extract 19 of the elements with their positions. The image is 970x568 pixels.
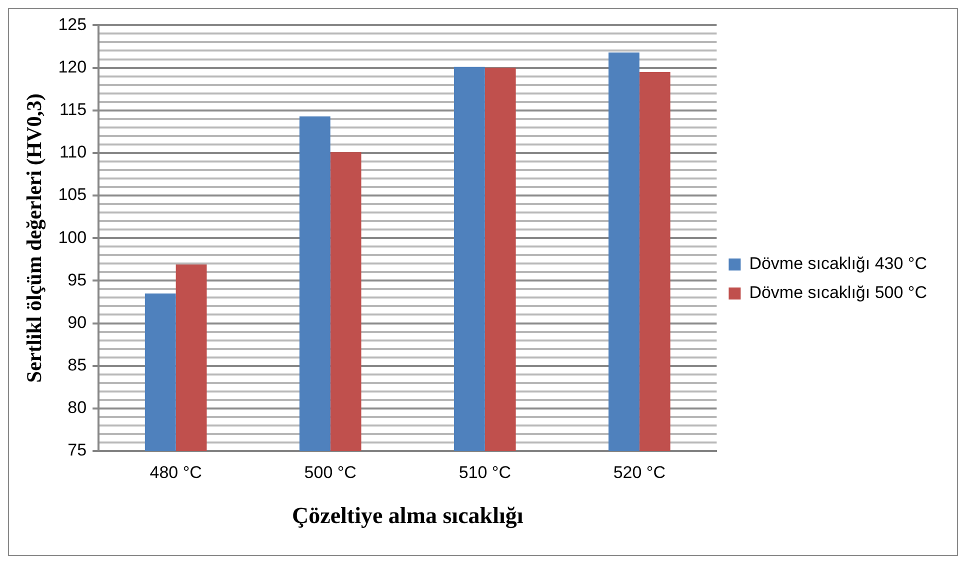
legend-label: Dövme sıcaklığı 500 °C — [749, 283, 927, 302]
x-axis-title: Çözeltiye alma sıcaklığı — [292, 503, 524, 530]
y-tick-label: 115 — [59, 100, 87, 120]
y-tick-label: 80 — [68, 398, 87, 418]
y-tick-label: 100 — [58, 228, 87, 247]
x-tick-label: 510 °C — [458, 462, 511, 482]
y-tick-label: 120 — [58, 57, 87, 76]
x-tick-label: 480 °C — [150, 462, 202, 482]
y-tick-label: 85 — [68, 356, 87, 375]
y-tick-label: 90 — [68, 312, 87, 332]
y-tick-label: 75 — [68, 440, 87, 460]
y-axis-title: Sertlikl ölçüm değerleri (HV0,3) — [22, 93, 46, 383]
legend-label: Dövme sıcaklığı 430 °C — [749, 254, 927, 274]
y-tick-label: 110 — [59, 142, 87, 162]
y-tick-label: 125 — [58, 14, 87, 34]
y-tick-label: 105 — [58, 185, 87, 204]
x-tick-label: 520 °C — [613, 462, 666, 482]
y-tick-label: 95 — [68, 270, 87, 290]
x-tick-label: 500 °C — [304, 462, 356, 482]
